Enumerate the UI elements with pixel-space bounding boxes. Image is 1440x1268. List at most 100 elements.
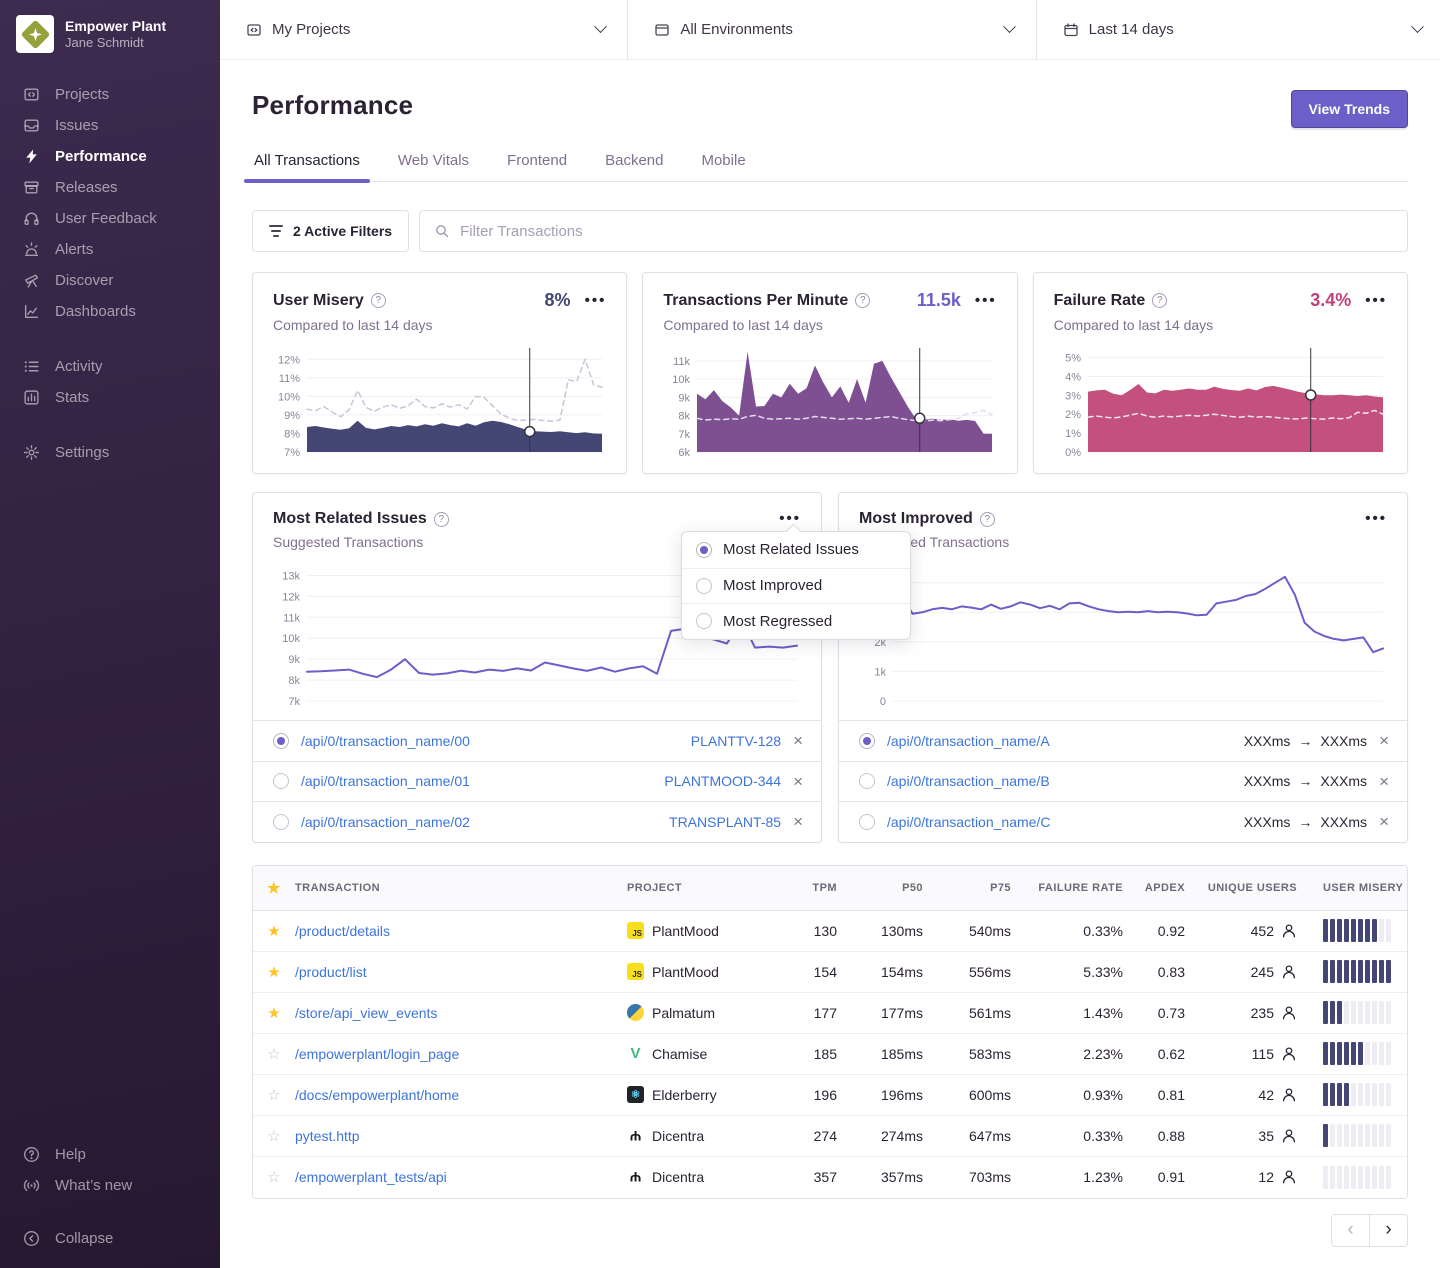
column-header-p75[interactable]: P75 (927, 882, 1015, 894)
tab-backend[interactable]: Backend (603, 148, 665, 181)
sidebar-item-label: Issues (55, 117, 98, 134)
sidebar-item-user-feedback[interactable]: User Feedback (0, 203, 220, 234)
radio-button[interactable] (859, 733, 875, 749)
card-subtitle: Compared to last 14 days (273, 317, 606, 333)
transaction-link[interactable]: pytest.http (295, 1128, 360, 1144)
active-filters-button[interactable]: 2 Active Filters (252, 210, 409, 252)
next-page-button[interactable]: › (1369, 1214, 1408, 1247)
question-info-icon[interactable]: ? (371, 293, 386, 308)
selector-last-14-days[interactable]: Last 14 days (1037, 0, 1440, 59)
tab-web-vitals[interactable]: Web Vitals (396, 148, 471, 181)
issue-link[interactable]: PLANTTV-128 (691, 733, 781, 749)
column-header-user-misery[interactable]: USER MISERY (1301, 882, 1407, 894)
star-icon[interactable]: ★ (253, 879, 295, 897)
more-options-icon[interactable]: ••• (585, 296, 607, 306)
more-options-icon[interactable]: ••• (975, 296, 997, 306)
question-info-icon[interactable]: ? (1152, 293, 1167, 308)
activity-icon (23, 358, 40, 375)
sidebar-item-help[interactable]: Help (0, 1139, 220, 1170)
dropdown-option-most-regressed[interactable]: Most Regressed (682, 603, 910, 639)
sidebar-item-settings[interactable]: Settings (0, 437, 220, 468)
transaction-link[interactable]: /empowerplant_tests/api (295, 1169, 447, 1185)
transaction-link[interactable]: /docs/empowerplant/home (295, 1087, 459, 1103)
transaction-link[interactable]: /api/0/transaction_name/00 (301, 733, 470, 749)
star-icon[interactable]: ☆ (253, 1168, 295, 1186)
radio-button[interactable] (696, 578, 712, 594)
close-icon[interactable]: × (1379, 773, 1389, 790)
project-name: Dicentra (652, 1128, 704, 1144)
transaction-link[interactable]: /api/0/transaction_name/01 (301, 773, 470, 789)
column-header-apdex[interactable]: APDEX (1127, 882, 1189, 894)
tab-all-transactions[interactable]: All Transactions (252, 148, 362, 181)
org-switcher[interactable]: Empower Plant Jane Schmidt (0, 0, 220, 59)
radio-button[interactable] (696, 542, 712, 558)
sidebar-item-discover[interactable]: Discover (0, 265, 220, 296)
transaction-link[interactable]: /api/0/transaction_name/02 (301, 814, 470, 830)
transaction-link[interactable]: /api/0/transaction_name/C (887, 814, 1050, 830)
close-icon[interactable]: × (793, 813, 803, 830)
sidebar-item-performance[interactable]: Performance (0, 141, 220, 172)
issue-link[interactable]: TRANSPLANT-85 (669, 814, 781, 830)
star-icon[interactable]: ☆ (253, 1127, 295, 1145)
radio-button[interactable] (859, 814, 875, 830)
radio-button[interactable] (696, 613, 712, 629)
close-icon[interactable]: × (793, 732, 803, 749)
table-row: ★/store/api_view_eventsPalmatum177177ms5… (253, 993, 1407, 1034)
radio-button[interactable] (273, 733, 289, 749)
dropdown-option-most-related-issues[interactable]: Most Related Issues (682, 532, 910, 568)
transaction-link[interactable]: /product/details (295, 923, 390, 939)
star-icon[interactable]: ★ (253, 922, 295, 940)
sidebar-item-collapse[interactable]: Collapse (0, 1223, 220, 1254)
search-input[interactable] (460, 223, 1393, 240)
column-header-failure-rate[interactable]: FAILURE RATE (1015, 882, 1127, 894)
sidebar-item-dashboards[interactable]: Dashboards (0, 296, 220, 327)
star-icon[interactable]: ★ (253, 963, 295, 981)
column-header-tpm[interactable]: TPM (779, 882, 841, 894)
close-icon[interactable]: × (793, 773, 803, 790)
transaction-link[interactable]: /api/0/transaction_name/A (887, 733, 1050, 749)
tab-mobile[interactable]: Mobile (699, 148, 747, 181)
question-info-icon[interactable]: ? (855, 293, 870, 308)
close-icon[interactable]: × (1379, 813, 1389, 830)
sidebar-item-stats[interactable]: Stats (0, 382, 220, 413)
column-header-p50[interactable]: P50 (841, 882, 927, 894)
transaction-link[interactable]: /empowerplant/login_page (295, 1046, 459, 1062)
column-header-unique-users[interactable]: UNIQUE USERS (1189, 882, 1301, 894)
radio-button[interactable] (859, 773, 875, 789)
transaction-link[interactable]: /product/list (295, 964, 367, 980)
previous-page-button[interactable]: ‹ (1331, 1214, 1370, 1247)
column-header-project[interactable]: PROJECT (627, 882, 779, 894)
dropdown-option-most-improved[interactable]: Most Improved (682, 568, 910, 604)
star-icon[interactable]: ☆ (253, 1086, 295, 1104)
close-icon[interactable]: × (1379, 732, 1389, 749)
question-info-icon[interactable]: ? (434, 512, 449, 527)
selector-all-environments[interactable]: All Environments (628, 0, 1036, 59)
sidebar-item-issues[interactable]: Issues (0, 110, 220, 141)
project-name: PlantMood (652, 923, 719, 939)
transaction-link[interactable]: /api/0/transaction_name/B (887, 773, 1050, 789)
metric-card-user-misery: User Misery?8%•••Compared to last 14 day… (252, 272, 627, 474)
view-trends-button[interactable]: View Trends (1291, 90, 1408, 128)
sidebar-item-what-s-new[interactable]: What’s new (0, 1170, 220, 1201)
svg-text:9k: 9k (679, 392, 691, 404)
more-options-icon[interactable]: ••• (1365, 514, 1387, 524)
radio-button[interactable] (273, 814, 289, 830)
tab-frontend[interactable]: Frontend (505, 148, 569, 181)
question-info-icon[interactable]: ? (980, 512, 995, 527)
transaction-link[interactable]: /store/api_view_events (295, 1005, 437, 1021)
sidebar-item-projects[interactable]: Projects (0, 79, 220, 110)
radio-button[interactable] (273, 773, 289, 789)
more-options-icon[interactable]: ••• (1365, 296, 1387, 306)
selector-my-projects[interactable]: My Projects (220, 0, 628, 59)
card-value: 11.5k (917, 290, 961, 311)
star-icon[interactable]: ☆ (253, 1045, 295, 1063)
person-icon (1281, 1169, 1297, 1185)
column-header-transaction[interactable]: TRANSACTION (295, 882, 627, 894)
more-options-icon[interactable]: ••• (779, 514, 801, 524)
sidebar-item-releases[interactable]: Releases (0, 172, 220, 203)
issue-link[interactable]: PLANTMOOD-344 (664, 773, 781, 789)
project-name: Palmatum (652, 1005, 715, 1021)
sidebar-item-activity[interactable]: Activity (0, 351, 220, 382)
star-icon[interactable]: ★ (253, 1004, 295, 1022)
sidebar-item-alerts[interactable]: Alerts (0, 234, 220, 265)
